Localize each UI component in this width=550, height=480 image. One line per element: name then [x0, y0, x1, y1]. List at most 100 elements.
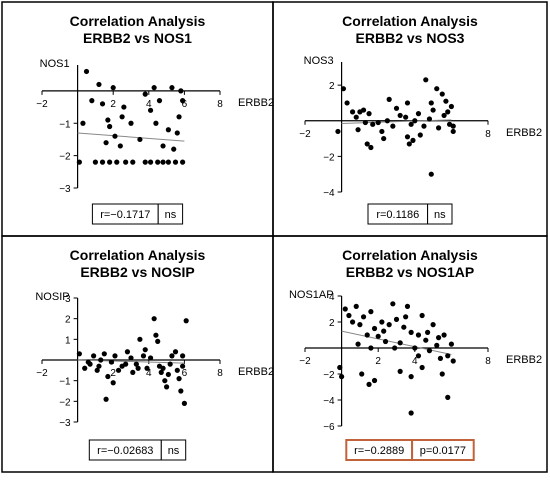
trend-line — [77, 359, 185, 364]
panel-border — [272, 235, 548, 473]
data-point — [107, 159, 113, 165]
data-point — [171, 146, 177, 152]
correlation-r-value: r=−0.02683 — [97, 445, 153, 457]
y-tick-label: −2 — [323, 370, 335, 381]
correlation-r-value: r=−0.2889 — [354, 445, 404, 457]
y-tick-label: −3 — [59, 184, 71, 195]
data-point — [393, 105, 400, 111]
x-tick-label: 6 — [182, 99, 188, 110]
data-point — [155, 159, 161, 165]
data-point — [368, 309, 374, 315]
data-point — [180, 159, 186, 165]
data-point — [142, 159, 148, 165]
x-tick-label: 8 — [217, 368, 223, 379]
data-point — [423, 337, 429, 343]
data-point — [99, 101, 106, 107]
x-tick-label: 8 — [485, 356, 491, 367]
data-point — [445, 109, 451, 115]
data-point — [417, 132, 423, 138]
data-point — [110, 380, 116, 386]
data-point — [151, 316, 157, 322]
y-tick-label: −1 — [59, 377, 71, 388]
data-point — [364, 141, 370, 147]
x-tick-label: 4 — [412, 356, 418, 367]
x-axis-label: ERBB2 — [506, 354, 542, 366]
data-point — [174, 367, 180, 373]
data-point — [123, 361, 129, 367]
data-point — [137, 336, 143, 342]
data-point — [114, 159, 120, 165]
data-point — [335, 128, 341, 135]
y-tick-label: 1 — [65, 335, 71, 346]
y-tick-label: −4 — [323, 396, 335, 407]
data-point — [386, 96, 392, 102]
data-point — [404, 303, 411, 309]
data-point — [415, 332, 422, 338]
data-point — [392, 345, 398, 351]
x-tick-label: −2 — [36, 99, 48, 110]
data-point — [346, 312, 352, 319]
data-point — [180, 98, 186, 104]
data-point — [426, 116, 433, 122]
correlation-r-value: r=−0.1717 — [100, 209, 150, 221]
trend-line — [77, 132, 185, 142]
data-point — [92, 159, 98, 165]
data-point — [98, 357, 104, 363]
y-tick-label: −2 — [59, 152, 71, 163]
data-point — [353, 114, 359, 120]
data-point — [434, 342, 440, 348]
data-point — [128, 355, 134, 361]
data-point — [403, 314, 409, 320]
data-point — [397, 340, 403, 346]
data-point — [393, 316, 400, 322]
data-point — [172, 159, 179, 165]
data-point — [415, 111, 422, 117]
data-point — [401, 324, 407, 330]
data-point — [397, 368, 403, 374]
data-point — [96, 363, 102, 369]
data-point — [340, 86, 347, 92]
data-point — [390, 301, 396, 307]
data-point — [366, 381, 372, 387]
x-tick-label: −2 — [299, 356, 311, 367]
data-point — [103, 140, 109, 146]
data-point — [76, 159, 82, 165]
data-point — [353, 303, 359, 309]
data-point — [117, 143, 123, 149]
data-point — [379, 128, 385, 135]
data-point — [164, 384, 170, 390]
data-point — [419, 364, 425, 371]
trend-line — [341, 330, 452, 355]
data-point — [412, 345, 418, 351]
x-tick-label: −2 — [36, 368, 48, 379]
x-tick-label: 8 — [217, 99, 223, 110]
data-point — [371, 325, 378, 332]
data-point — [178, 388, 184, 394]
x-axis-label: ERBB2 — [238, 366, 274, 378]
data-point — [103, 396, 109, 402]
data-point — [130, 369, 136, 375]
y-tick-label: −3 — [59, 418, 71, 429]
data-point — [439, 371, 445, 377]
data-point — [83, 68, 90, 75]
data-point — [140, 353, 147, 359]
data-point — [344, 100, 350, 106]
data-point — [85, 359, 91, 365]
chart-subtitle: ERBB2 vs NOS1AP — [346, 264, 474, 280]
data-point — [153, 120, 159, 126]
y-tick-label: 3 — [65, 294, 71, 305]
data-point — [110, 85, 116, 91]
data-point — [428, 100, 434, 106]
y-axis-label: NOS1 — [40, 58, 70, 70]
data-point — [359, 371, 365, 377]
x-tick-label: 2 — [110, 368, 116, 379]
data-point — [412, 118, 418, 124]
x-tick-label: 2 — [375, 356, 381, 367]
data-point — [443, 98, 449, 104]
x-tick-label: 8 — [485, 129, 491, 140]
x-tick-label: −2 — [299, 129, 311, 140]
data-point — [339, 374, 345, 380]
data-point — [360, 314, 367, 320]
